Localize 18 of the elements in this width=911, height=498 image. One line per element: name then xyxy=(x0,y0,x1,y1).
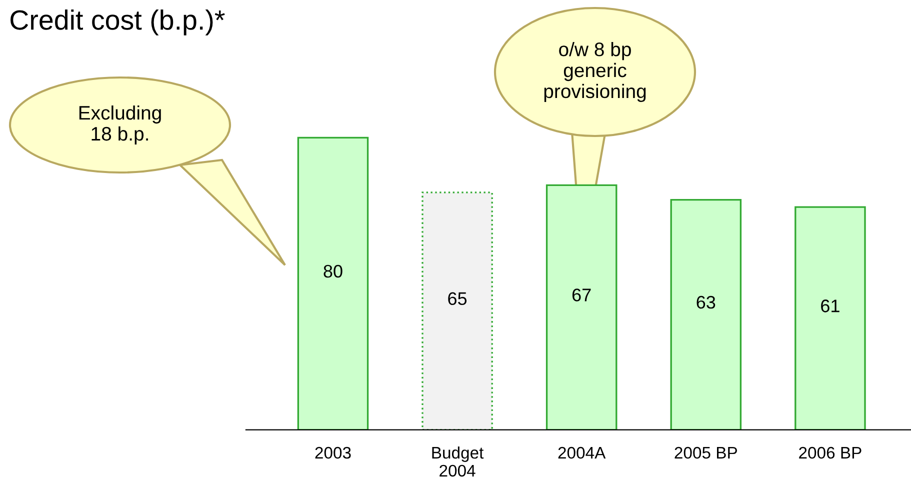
data-label: 61 xyxy=(821,300,840,312)
x-tick-label: 2003 xyxy=(315,446,351,459)
x-tick-label: 2005 BP xyxy=(674,446,737,459)
data-label: 65 xyxy=(448,292,467,306)
x-tick-label: 2004A xyxy=(558,446,606,459)
text: o/w 8 bp generic provisioning xyxy=(544,42,646,102)
data-label: 80 xyxy=(324,264,342,278)
bar xyxy=(670,198,742,430)
bar xyxy=(422,192,493,430)
chart-title: Credit cost (b.p.)* xyxy=(10,9,225,36)
bar xyxy=(546,184,618,430)
text: Excluding 18 b.p. xyxy=(79,105,161,145)
bar xyxy=(794,206,866,430)
bar xyxy=(297,136,369,430)
x-tick-label: 2006 BP xyxy=(799,446,862,459)
data-label: 63 xyxy=(696,296,716,309)
data-label: 67 xyxy=(572,288,591,302)
x-tick-label: Budget 2004 xyxy=(432,446,484,477)
